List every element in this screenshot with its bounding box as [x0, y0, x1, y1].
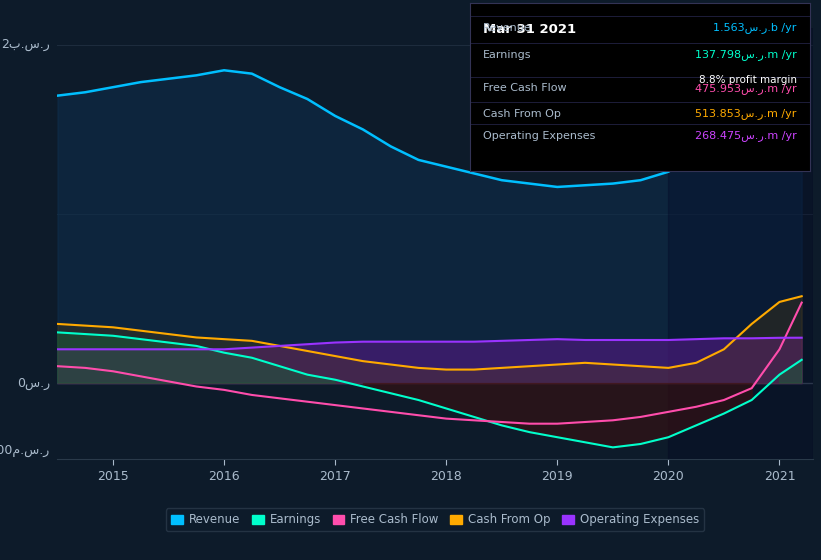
- Text: 268.475س.ر.m /yr: 268.475س.ر.m /yr: [695, 130, 796, 141]
- Legend: Revenue, Earnings, Free Cash Flow, Cash From Op, Operating Expenses: Revenue, Earnings, Free Cash Flow, Cash …: [166, 508, 704, 531]
- Text: Revenue: Revenue: [484, 23, 532, 33]
- Text: 0س.ر: 0س.ر: [16, 377, 50, 390]
- Text: Free Cash Flow: Free Cash Flow: [484, 83, 566, 94]
- Text: 2ب.س.ر: 2ب.س.ر: [1, 39, 50, 52]
- Text: 8.8% profit margin: 8.8% profit margin: [699, 75, 796, 85]
- Text: 1.563س.ر.b /yr: 1.563س.ر.b /yr: [713, 22, 796, 34]
- Bar: [668, 28, 813, 459]
- Text: Earnings: Earnings: [484, 50, 532, 60]
- Text: Mar 31 2021: Mar 31 2021: [484, 23, 576, 36]
- Text: Operating Expenses: Operating Expenses: [484, 130, 595, 141]
- Text: 513.853س.ر.m /yr: 513.853س.ر.m /yr: [695, 108, 796, 119]
- Text: Cash From Op: Cash From Op: [484, 109, 561, 119]
- Text: -400م.س.ر: -400م.س.ر: [0, 444, 50, 458]
- Text: 137.798س.ر.m /yr: 137.798س.ر.m /yr: [695, 49, 796, 60]
- Text: 475.953س.ر.m /yr: 475.953س.ر.m /yr: [695, 83, 796, 94]
